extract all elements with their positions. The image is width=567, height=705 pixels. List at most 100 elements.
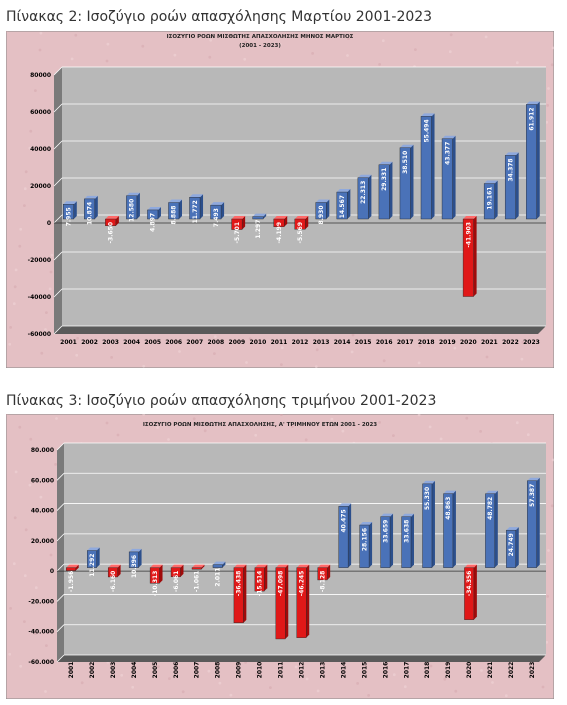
bar-2001 xyxy=(66,567,76,571)
data-label: 19.161 xyxy=(486,187,493,210)
texture-dot xyxy=(269,686,272,689)
texture-dot xyxy=(24,528,28,532)
x-tick-label: 2006 xyxy=(173,662,180,679)
texture-dot xyxy=(105,59,109,63)
chart1-caption: Πίνακας 2: Ισοζύγιο ροών απασχόλησης Μαρ… xyxy=(6,9,433,25)
texture-dot xyxy=(55,417,58,420)
gridline-depth xyxy=(56,503,65,511)
bar-side xyxy=(431,480,435,568)
texture-dot xyxy=(439,437,443,441)
texture-dot xyxy=(177,30,181,33)
x-tick-label: 2001 xyxy=(60,339,77,346)
data-label: 11.292 xyxy=(89,554,96,577)
texture-dot xyxy=(378,421,381,424)
texture-dot xyxy=(142,412,146,416)
texture-dot xyxy=(347,37,350,40)
bar-side xyxy=(221,202,225,219)
bar-top xyxy=(505,152,519,156)
texture-dot xyxy=(491,681,494,684)
texture-dot xyxy=(229,693,233,697)
texture-dot xyxy=(141,44,145,48)
data-label: 28.156 xyxy=(361,528,368,551)
texture-dot xyxy=(45,644,48,647)
data-label: 48.782 xyxy=(487,497,494,520)
texture-dot xyxy=(24,170,28,174)
data-label: 48.863 xyxy=(445,497,452,520)
data-label: 8.930 xyxy=(318,205,325,224)
texture-dot xyxy=(294,665,298,669)
x-tick-label: 2013 xyxy=(313,339,330,346)
texture-dot xyxy=(392,673,396,677)
bar-2004 xyxy=(126,195,138,220)
texture-dot xyxy=(255,673,258,676)
x-tick-label: 2021 xyxy=(487,662,494,679)
chart2-svg: ΙΣΟΖΥΓΙΟ ΡΟΩΝ ΜΙΣΘΩΤΗΣ ΑΠΑΣΧΟΛΗΣΗΣ, Α' Τ… xyxy=(4,412,555,700)
bar-top xyxy=(442,135,456,139)
bar-side xyxy=(179,199,182,219)
chart-title: ΙΣΟΖΥΓΙΟ ΡΟΩΝ ΜΙΣΘΩΤΗΣ ΑΠΑΣΧΟΛΗΣΗΣ ΜΗΝΟΣ… xyxy=(167,34,354,40)
bar-side xyxy=(473,216,477,297)
chart2-caption: Πίνακας 3: Ισοζύγιο ροών απασχόλησης τρι… xyxy=(6,393,437,409)
bar-2006 xyxy=(170,567,181,578)
bar-top xyxy=(484,180,498,184)
bar-side xyxy=(347,189,351,219)
texture-dot xyxy=(526,433,530,437)
data-label: -10.313 xyxy=(152,571,159,597)
bar-top xyxy=(378,161,393,165)
texture-dot xyxy=(418,344,422,348)
gridline-depth xyxy=(53,251,63,261)
bar-2005 xyxy=(147,209,159,220)
texture-dot xyxy=(48,599,52,603)
texture-dot xyxy=(23,204,26,208)
bar-2003 xyxy=(105,218,117,226)
bar-2007 xyxy=(189,197,201,220)
texture-dot xyxy=(449,33,453,37)
texture-dot xyxy=(551,458,555,462)
gridline-depth xyxy=(53,140,63,150)
bar-side xyxy=(136,192,140,219)
texture-dot xyxy=(315,348,319,352)
bar-top xyxy=(63,201,77,205)
data-label: -46.245 xyxy=(299,571,306,597)
x-tick-label: 2016 xyxy=(376,339,393,346)
texture-dot xyxy=(465,416,469,420)
bar-2002 xyxy=(84,198,96,220)
texture-dot xyxy=(173,53,177,57)
x-tick-label: 2017 xyxy=(397,339,414,346)
texture-dot xyxy=(243,57,247,61)
bar-2014 xyxy=(336,191,348,220)
texture-dot xyxy=(515,421,519,425)
data-label: -34.356 xyxy=(466,571,473,597)
data-label: 57.387 xyxy=(529,484,536,507)
texture-dot xyxy=(167,438,170,441)
texture-dot xyxy=(12,562,16,566)
bar-side xyxy=(201,564,205,570)
bar-top xyxy=(463,216,477,219)
bar-top xyxy=(87,547,100,551)
data-label: 33.638 xyxy=(403,520,410,543)
x-tick-label: 2010 xyxy=(257,662,264,679)
x-tick-label: 2020 xyxy=(466,662,473,679)
bar-side xyxy=(73,201,77,219)
texture-dot xyxy=(305,677,309,681)
plot-side-wall xyxy=(57,443,64,662)
bar-2015 xyxy=(357,177,369,220)
chart2-panel: ΙΣΟΖΥΓΙΟ ΡΟΩΝ ΜΙΣΘΩΤΗΣ ΑΠΑΣΧΟΛΗΣΗΣ, Α' Τ… xyxy=(4,412,555,700)
x-tick-label: 2002 xyxy=(81,339,98,346)
gridline-depth xyxy=(53,325,63,335)
bar-side xyxy=(369,522,373,568)
x-tick-label: 2015 xyxy=(355,339,372,346)
texture-dot xyxy=(157,665,160,668)
bar-top xyxy=(506,527,519,531)
texture-dot xyxy=(76,337,79,340)
texture-dot xyxy=(18,425,22,429)
x-tick-label: 2017 xyxy=(403,662,410,679)
bar-top xyxy=(254,564,268,568)
x-tick-label: 2002 xyxy=(89,662,96,679)
bar-2016 xyxy=(378,164,390,220)
texture-dot xyxy=(54,463,57,466)
bar-2017 xyxy=(401,516,412,568)
y-tick-label: -20000 xyxy=(28,257,51,264)
x-tick-label: 2005 xyxy=(144,339,161,346)
texture-dot xyxy=(44,690,47,693)
